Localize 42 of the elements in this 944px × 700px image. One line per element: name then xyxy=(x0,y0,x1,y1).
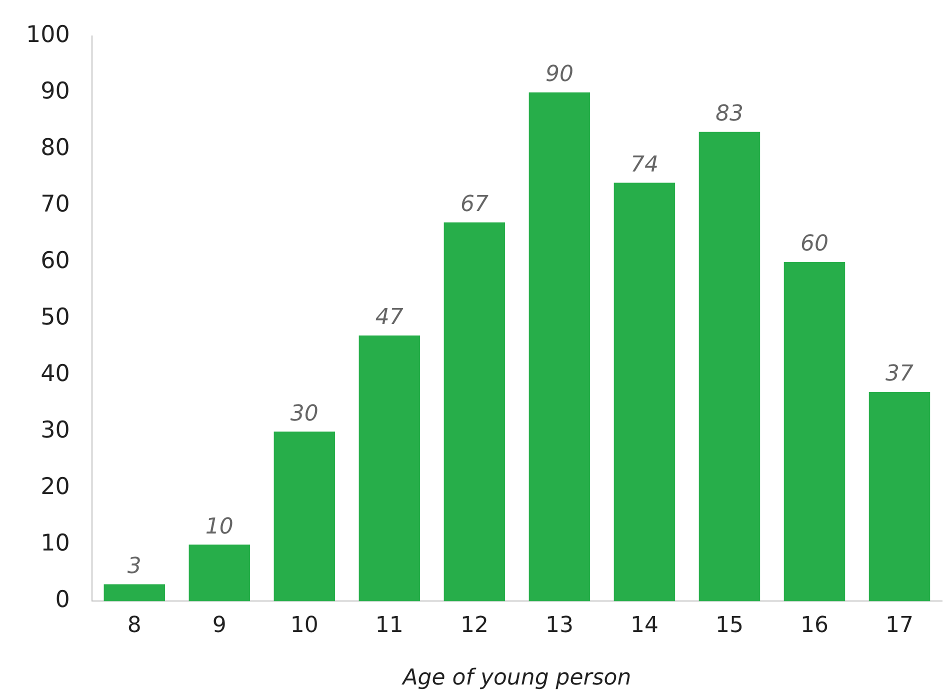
x-tick-label: 17 xyxy=(885,613,914,638)
bar xyxy=(274,432,336,602)
bar xyxy=(444,222,506,602)
x-tick-label: 11 xyxy=(375,613,404,638)
y-tick-label: 0 xyxy=(55,587,70,614)
x-tick-label: 14 xyxy=(630,613,658,638)
x-tick-label: 10 xyxy=(290,613,318,638)
data-label: 83 xyxy=(715,102,744,127)
data-label: 10 xyxy=(205,514,234,540)
x-tick-label: 15 xyxy=(715,613,744,638)
x-axis-title: Age of young person xyxy=(400,666,632,691)
bar xyxy=(104,584,166,602)
bar xyxy=(784,262,846,602)
data-label: 60 xyxy=(800,232,828,257)
y-tick-label: 90 xyxy=(40,78,70,104)
bar xyxy=(528,92,590,602)
bar xyxy=(868,392,930,602)
bar xyxy=(188,544,250,602)
y-tick-label: 80 xyxy=(40,134,70,161)
x-tick-label: 9 xyxy=(212,613,226,638)
y-tick-label: 60 xyxy=(40,248,70,274)
y-tick-label: 20 xyxy=(40,474,70,500)
y-tick-label: 40 xyxy=(40,361,70,388)
y-tick-label: 30 xyxy=(40,418,70,444)
y-tick-label: 50 xyxy=(40,304,70,330)
data-label: 37 xyxy=(885,362,914,387)
bar xyxy=(698,132,760,602)
bar xyxy=(358,335,420,602)
data-label: 90 xyxy=(545,62,574,88)
data-label: 3 xyxy=(127,554,142,579)
data-label: 30 xyxy=(290,401,318,426)
y-tick-label: 10 xyxy=(40,530,70,557)
data-label: 74 xyxy=(630,152,658,178)
bar xyxy=(614,182,676,602)
x-tick-label: 16 xyxy=(800,613,828,638)
x-tick-label: 12 xyxy=(460,613,488,638)
data-label: 47 xyxy=(375,305,404,330)
y-tick-label: 100 xyxy=(26,22,70,48)
data-label: 67 xyxy=(460,192,488,218)
y-tick-label: 70 xyxy=(40,191,70,218)
x-tick-label: 13 xyxy=(545,613,574,638)
x-tick-label: 8 xyxy=(127,613,142,638)
